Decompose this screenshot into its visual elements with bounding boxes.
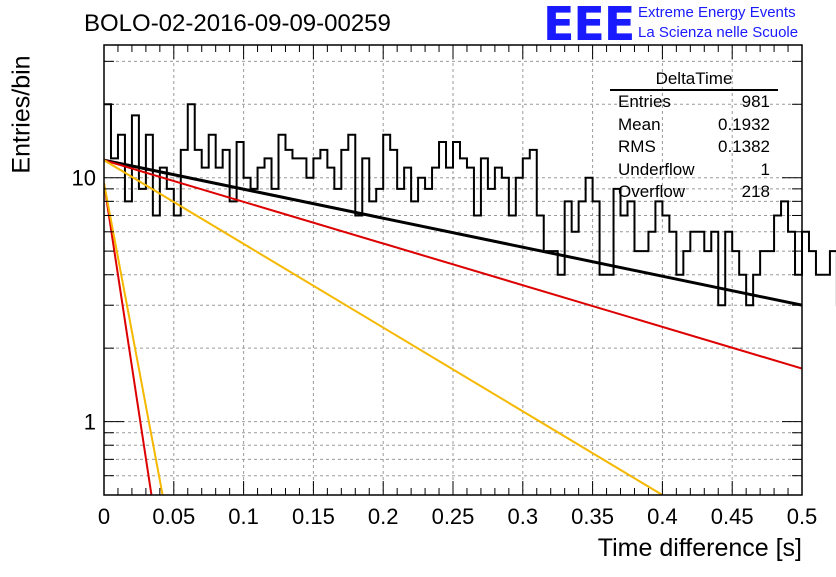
x-tick-label: 0.3 bbox=[508, 504, 539, 529]
x-tick-label: 0.2 bbox=[368, 504, 399, 529]
stats-value: 0.1932 bbox=[718, 114, 770, 134]
fit-line-3 bbox=[104, 182, 153, 495]
x-tick-label: 0.35 bbox=[571, 504, 614, 529]
x-tick-label: 0.5 bbox=[787, 504, 818, 529]
fit-line-4 bbox=[104, 159, 663, 495]
stats-value: 0.1382 bbox=[718, 137, 770, 156]
logo-text-line-2: La Scienza nelle Scuole bbox=[638, 24, 799, 41]
stats-label: Entries bbox=[618, 92, 671, 111]
stats-label: Mean bbox=[618, 114, 661, 134]
stats-row-entries: Entries 981 bbox=[610, 91, 778, 114]
stats-value: 218 bbox=[741, 182, 770, 201]
stats-row-underflow: Underflow 1 bbox=[610, 159, 778, 182]
x-tick-label: 0 bbox=[98, 504, 110, 529]
x-tick-label: 0.05 bbox=[152, 504, 195, 529]
stats-row-overflow: Overflow 218 bbox=[610, 181, 778, 204]
stats-label: Underflow bbox=[618, 159, 695, 179]
y-tick-label: 10 bbox=[72, 166, 96, 191]
stats-value: 1 bbox=[760, 159, 770, 179]
fit-line-5 bbox=[104, 182, 164, 495]
x-tick-label: 0.25 bbox=[432, 504, 475, 529]
x-tick-label: 0.1 bbox=[228, 504, 259, 529]
fit-line-1 bbox=[104, 158, 802, 307]
histogram-series bbox=[104, 103, 836, 307]
y-tick-label: 1 bbox=[84, 410, 96, 435]
fit-line-2 bbox=[104, 159, 802, 370]
y-axis-label: Entries/bin bbox=[7, 55, 36, 174]
stats-label: Overflow bbox=[618, 182, 686, 201]
x-axis-label: Time difference [s] bbox=[597, 534, 802, 562]
stats-box-title: DeltaTime bbox=[610, 69, 778, 91]
stats-box: DeltaTime Entries 981 Mean 0.1932 RMS 0.… bbox=[610, 69, 778, 204]
x-tick-label: 0.4 bbox=[647, 504, 678, 529]
x-tick-label: 0.15 bbox=[292, 504, 335, 529]
eee-logo-mark: EEE bbox=[543, 0, 635, 51]
x-tick-label: 0.45 bbox=[711, 504, 754, 529]
stats-row-rms: RMS 0.1382 bbox=[610, 136, 778, 159]
stats-label: RMS bbox=[618, 137, 656, 156]
plot-title: BOLO-02-2016-09-09-00259 bbox=[84, 10, 391, 37]
stats-value: 981 bbox=[741, 92, 770, 111]
logo-text-line-1: Extreme Energy Events bbox=[638, 4, 796, 21]
stats-row-mean: Mean 0.1932 bbox=[610, 114, 778, 137]
